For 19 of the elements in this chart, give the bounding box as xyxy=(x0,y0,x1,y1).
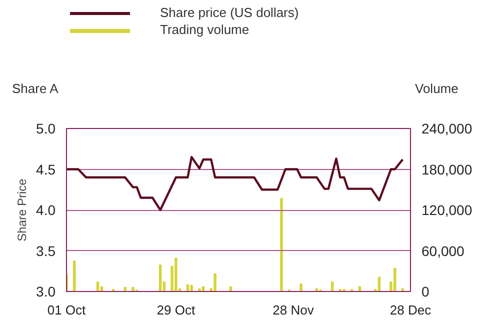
y-tick-label: 4.0 xyxy=(36,202,56,218)
y-tick-label: 3.0 xyxy=(36,284,56,300)
y-tick-label: 5.0 xyxy=(36,120,56,136)
x-tick-label: 29 Oct xyxy=(156,302,196,318)
y2-tick-label: 180,000 xyxy=(422,161,472,178)
x-tick-label: 28 Nov xyxy=(272,302,314,318)
y-axis-title: Share Price xyxy=(15,178,30,242)
legend-label: Share price (US dollars) xyxy=(160,4,299,22)
chart-title: Share A xyxy=(12,80,58,98)
y2-tick-label: 0 xyxy=(422,284,430,300)
y2-tick-label: 60,000 xyxy=(422,242,465,259)
y2-axis-title: Volume xyxy=(415,80,458,98)
y-tick-label: 4.5 xyxy=(36,161,56,178)
y2-tick-label: 240,000 xyxy=(422,120,472,136)
y-tick-label: 3.5 xyxy=(36,242,56,259)
x-tick-label: 01 Oct xyxy=(47,302,86,318)
x-tick-label: 28 Dec xyxy=(390,302,432,318)
y2-tick-label: 120,000 xyxy=(422,202,472,218)
legend-label: Trading volume xyxy=(160,21,250,39)
